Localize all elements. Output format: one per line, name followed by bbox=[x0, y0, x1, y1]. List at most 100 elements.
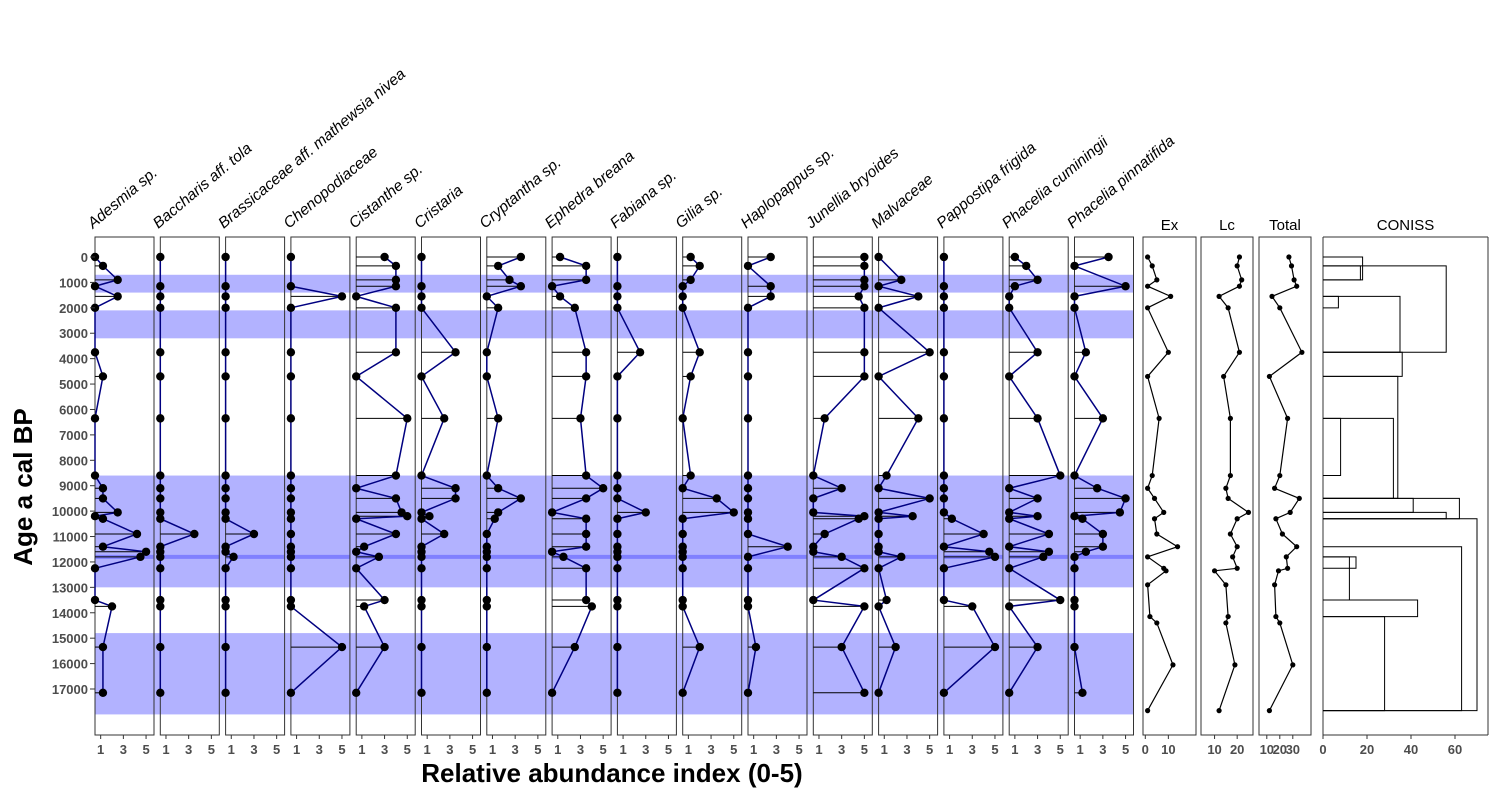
summary-point bbox=[1225, 305, 1231, 311]
abundance-point bbox=[874, 564, 883, 573]
summary-line bbox=[1146, 256, 1179, 711]
abundance-point bbox=[613, 414, 622, 423]
abundance-point bbox=[581, 261, 591, 271]
abundance-point bbox=[874, 602, 883, 611]
summary-point bbox=[1225, 613, 1231, 620]
summary-title: Lc bbox=[1219, 217, 1235, 234]
abundance-point bbox=[98, 542, 108, 551]
abundance-point bbox=[380, 252, 389, 262]
x-tick-label: 40 bbox=[1404, 742, 1418, 757]
abundance-point bbox=[743, 564, 753, 573]
abundance-point bbox=[286, 282, 296, 291]
abundance-point bbox=[581, 348, 591, 357]
abundance-point bbox=[570, 303, 579, 313]
age-tick-label: 1000 bbox=[59, 275, 88, 290]
abundance-point bbox=[581, 564, 591, 573]
abundance-point bbox=[417, 602, 426, 611]
age-axis: 0 1000 2000 3000 4000 5000 6000 7000 8000 9000 100… bbox=[52, 250, 95, 697]
abundance-point bbox=[141, 547, 151, 556]
abundance-point bbox=[897, 552, 906, 562]
abundance-point bbox=[113, 508, 122, 517]
abundance-point bbox=[882, 595, 891, 605]
abundance-point bbox=[1005, 508, 1014, 517]
summary-point bbox=[1234, 516, 1240, 522]
abundance-point bbox=[570, 642, 579, 652]
abundance-point bbox=[482, 372, 491, 381]
abundance-point bbox=[425, 512, 434, 521]
abundance-point bbox=[90, 471, 100, 480]
abundance-point bbox=[417, 282, 426, 291]
abundance-point bbox=[190, 529, 199, 539]
abundance-point bbox=[221, 414, 230, 423]
abundance-point bbox=[359, 542, 369, 551]
summary-point bbox=[1149, 263, 1155, 269]
abundance-point bbox=[90, 414, 100, 423]
abundance-point bbox=[641, 508, 650, 517]
abundance-point bbox=[1005, 514, 1014, 523]
summary-point bbox=[1161, 509, 1167, 515]
abundance-point bbox=[1078, 514, 1087, 523]
abundance-point bbox=[1044, 529, 1054, 539]
x-tick-label: 5 bbox=[1057, 742, 1064, 757]
dendrogram-branch bbox=[1323, 265, 1361, 281]
abundance-point bbox=[352, 484, 361, 493]
dendrogram-branch bbox=[1323, 417, 1394, 499]
abundance-point bbox=[98, 261, 108, 271]
summary-point bbox=[1239, 277, 1245, 283]
summary-point bbox=[1275, 568, 1282, 574]
abundance-point bbox=[156, 303, 165, 313]
summary-point bbox=[1269, 293, 1275, 299]
abundance-point bbox=[581, 372, 591, 381]
summary-point bbox=[1236, 254, 1243, 260]
summary-point bbox=[1145, 582, 1151, 588]
abundance-point bbox=[743, 552, 753, 562]
age-tick-label: 9000 bbox=[59, 479, 88, 494]
abundance-point bbox=[613, 688, 622, 698]
abundance-point bbox=[939, 595, 949, 605]
abundance-point bbox=[156, 372, 165, 381]
abundance-point bbox=[156, 414, 165, 423]
dendrogram-branch bbox=[1323, 295, 1339, 309]
abundance-point bbox=[559, 552, 568, 562]
abundance-point bbox=[743, 414, 753, 423]
abundance-point bbox=[156, 602, 165, 611]
abundance-point bbox=[613, 602, 622, 611]
abundance-point bbox=[613, 642, 622, 652]
x-tick-label: 5 bbox=[1122, 742, 1129, 757]
dendrogram-branch bbox=[1323, 616, 1386, 712]
dendrogram-branch bbox=[1323, 351, 1403, 377]
abundance-point bbox=[90, 348, 100, 357]
abundance-point bbox=[1070, 642, 1079, 652]
shaded-band bbox=[95, 310, 1134, 339]
abundance-point bbox=[581, 514, 591, 523]
abundance-point bbox=[1070, 602, 1079, 611]
abundance-point bbox=[1005, 542, 1014, 551]
abundance-point bbox=[939, 471, 949, 480]
x-tick-label: 3 bbox=[381, 742, 388, 757]
abundance-point bbox=[860, 348, 869, 357]
summary-point bbox=[1277, 472, 1283, 479]
abundance-point bbox=[939, 508, 949, 517]
abundance-point bbox=[1098, 414, 1108, 423]
summary-point bbox=[1168, 293, 1174, 299]
abundance-point bbox=[391, 303, 401, 313]
age-tick-label: 6000 bbox=[59, 402, 88, 417]
x-tick-label: 1 bbox=[750, 742, 757, 757]
x-tick-label: 30 bbox=[1286, 742, 1300, 757]
summary-point bbox=[1227, 531, 1233, 537]
dendrogram-branch bbox=[1323, 556, 1350, 601]
abundance-point bbox=[482, 552, 491, 562]
x-tick-label: 5 bbox=[534, 742, 541, 757]
age-tick-label: 11000 bbox=[53, 530, 88, 545]
abundance-point bbox=[1081, 547, 1091, 556]
abundance-point bbox=[874, 508, 883, 517]
abundance-point bbox=[229, 552, 238, 562]
abundance-point bbox=[1033, 414, 1042, 423]
summary-point bbox=[1154, 277, 1160, 283]
abundance-point bbox=[678, 688, 687, 698]
summary-point bbox=[1145, 283, 1151, 289]
abundance-point bbox=[90, 595, 100, 605]
abundance-point bbox=[820, 529, 829, 539]
abundance-point bbox=[90, 564, 100, 573]
